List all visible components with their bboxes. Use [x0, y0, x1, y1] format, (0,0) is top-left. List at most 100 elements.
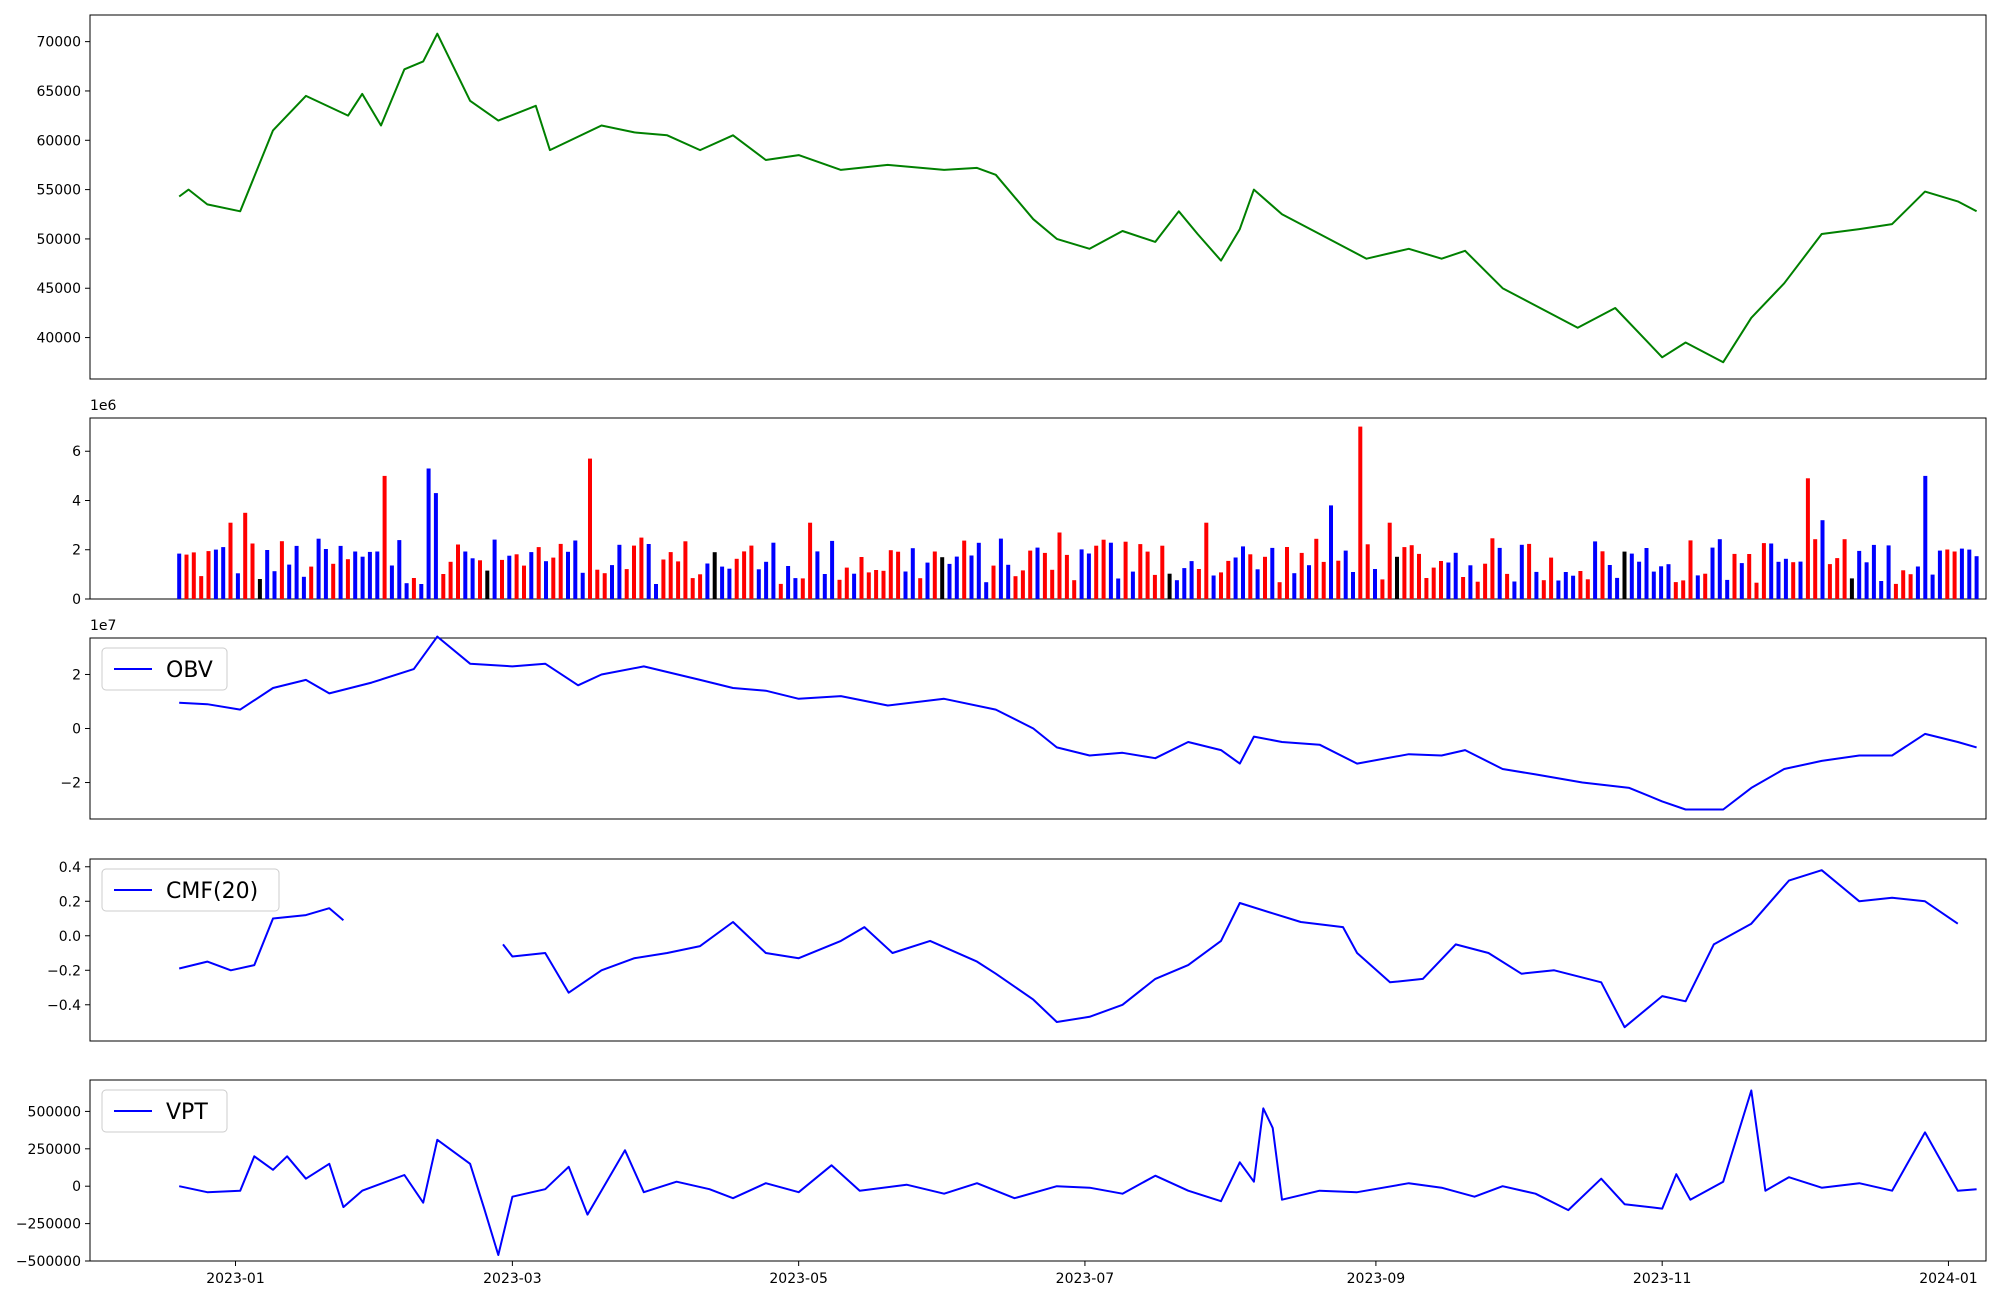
- volume-bar: [1248, 554, 1253, 599]
- volume-bar: [888, 550, 893, 599]
- volume-bar: [1600, 551, 1605, 599]
- volume-bar: [301, 576, 306, 599]
- volume-bar: [1387, 522, 1392, 599]
- volume-bar: [1167, 573, 1172, 599]
- volume-bar: [338, 545, 343, 599]
- volume-bar: [1101, 539, 1106, 599]
- cmf-panel: [89, 858, 1987, 1042]
- volume-bar: [1123, 541, 1128, 599]
- volume-bar: [177, 553, 182, 599]
- volume-bar: [1475, 581, 1480, 599]
- ytick-label: 65000: [36, 84, 81, 100]
- volume-bar: [1593, 541, 1598, 599]
- volume-bar: [595, 569, 600, 599]
- volume-bar: [668, 552, 673, 599]
- volume-bar: [1006, 564, 1011, 599]
- volume-bar: [1211, 575, 1216, 599]
- volume-bar: [1145, 551, 1150, 599]
- volume-bar: [1204, 522, 1209, 599]
- volume-bar: [1490, 538, 1495, 599]
- volume-bar: [756, 569, 761, 599]
- volume-bar: [1769, 543, 1774, 599]
- ytick-label: 2: [72, 667, 81, 683]
- volume-bar: [610, 565, 614, 599]
- volume-bar: [1086, 553, 1091, 599]
- volume-bar: [918, 578, 923, 599]
- volume-bar: [1563, 572, 1568, 599]
- volume-bar: [184, 554, 189, 599]
- ytick-label: 6: [72, 444, 81, 460]
- volume-bar: [191, 552, 196, 599]
- volume-bar: [1556, 580, 1561, 599]
- volume-bar: [1549, 557, 1554, 599]
- volume-bar: [331, 563, 336, 599]
- volume-bar: [1776, 561, 1781, 599]
- volume-bar: [1732, 553, 1737, 599]
- volume-bar: [1681, 580, 1686, 599]
- volume-bar: [1901, 570, 1906, 599]
- volume-bar: [1659, 566, 1664, 599]
- volume-bar: [419, 584, 424, 599]
- ytick-label: 0: [72, 592, 81, 608]
- volume-bar: [764, 561, 769, 599]
- volume-bar: [1798, 561, 1803, 599]
- volume-bar: [1644, 548, 1649, 599]
- volume-bar: [1241, 546, 1245, 599]
- volume-bar: [243, 512, 248, 599]
- volume-bar: [793, 578, 798, 599]
- volume-bar: [1270, 547, 1275, 599]
- volume-bar: [1959, 548, 1964, 599]
- volume-bar: [1857, 550, 1862, 599]
- volume-bar: [250, 543, 255, 599]
- volume-bar: [771, 542, 776, 599]
- volume-bar: [1710, 547, 1715, 599]
- volume-bar: [727, 568, 732, 599]
- price-line: [178, 32, 1978, 364]
- volume-bar: [1578, 571, 1583, 599]
- volume-bar: [903, 571, 908, 599]
- volume-bar: [1373, 569, 1377, 599]
- volume-bar: [632, 545, 636, 599]
- volume-bar: [984, 582, 989, 599]
- volume-bar: [690, 578, 695, 599]
- xtick-label: 2023-01: [206, 1271, 265, 1287]
- volume-bar: [1292, 573, 1297, 599]
- volume-bar: [1930, 574, 1935, 599]
- volume-bar: [932, 551, 937, 599]
- volume-bar: [1130, 571, 1135, 599]
- volume-bar: [1285, 547, 1289, 599]
- volume-bar: [1461, 577, 1466, 599]
- volume-bar: [859, 557, 864, 599]
- volume-bar: [947, 563, 952, 599]
- volume-bar: [1527, 543, 1532, 599]
- legend: CMF(20): [101, 868, 280, 912]
- volume-bar: [1035, 547, 1040, 599]
- volume-bar: [1424, 578, 1429, 599]
- volume-bar: [1571, 575, 1576, 599]
- volume-bar: [1336, 560, 1341, 599]
- legend: VPT: [101, 1089, 228, 1133]
- volume-bar: [1688, 540, 1693, 599]
- volume-bar: [1255, 569, 1260, 599]
- volume-bar: [1813, 539, 1818, 599]
- volume-bar: [1233, 557, 1238, 599]
- volume-bar: [360, 556, 365, 599]
- volume-bar: [676, 561, 681, 599]
- volume-bar: [1299, 552, 1304, 599]
- volume-bar: [1923, 475, 1928, 599]
- volume-bar: [698, 574, 703, 599]
- volume-bar: [1226, 560, 1231, 599]
- price-panel: [89, 14, 1987, 380]
- volume-bar: [1380, 579, 1385, 599]
- ytick-label: 40000: [36, 331, 81, 347]
- volume-bar: [624, 569, 629, 599]
- volume-bar: [1182, 568, 1187, 599]
- volume-bar: [954, 556, 959, 599]
- vpt-line: [178, 1089, 1977, 1256]
- volume-bar: [272, 571, 277, 599]
- ytick-label: 60000: [36, 133, 81, 149]
- volume-bar: [1446, 562, 1451, 599]
- ytick-label: −250000: [16, 1217, 81, 1233]
- ytick-label: 4: [72, 493, 81, 509]
- volume-bar: [874, 570, 879, 599]
